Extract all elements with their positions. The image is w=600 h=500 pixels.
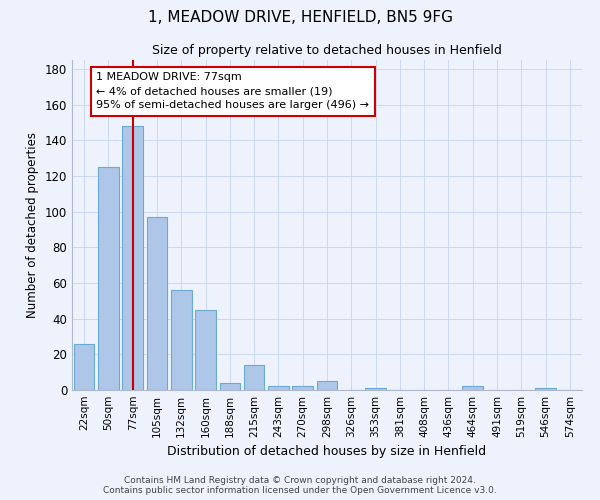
Bar	[146, 217, 167, 390]
Bar	[292, 386, 313, 390]
Bar	[74, 344, 94, 390]
Bar	[268, 386, 289, 390]
Bar	[244, 365, 265, 390]
Bar	[535, 388, 556, 390]
Text: 1, MEADOW DRIVE, HENFIELD, BN5 9FG: 1, MEADOW DRIVE, HENFIELD, BN5 9FG	[148, 10, 452, 25]
Bar	[317, 381, 337, 390]
Y-axis label: Number of detached properties: Number of detached properties	[26, 132, 39, 318]
Text: 1 MEADOW DRIVE: 77sqm
← 4% of detached houses are smaller (19)
95% of semi-detac: 1 MEADOW DRIVE: 77sqm ← 4% of detached h…	[96, 72, 369, 110]
Bar	[98, 167, 119, 390]
Text: Contains HM Land Registry data © Crown copyright and database right 2024.
Contai: Contains HM Land Registry data © Crown c…	[103, 476, 497, 495]
Bar	[220, 383, 240, 390]
Bar	[122, 126, 143, 390]
Bar	[365, 388, 386, 390]
Bar	[463, 386, 483, 390]
Bar	[171, 290, 191, 390]
Bar	[195, 310, 216, 390]
Title: Size of property relative to detached houses in Henfield: Size of property relative to detached ho…	[152, 44, 502, 58]
X-axis label: Distribution of detached houses by size in Henfield: Distribution of detached houses by size …	[167, 446, 487, 458]
